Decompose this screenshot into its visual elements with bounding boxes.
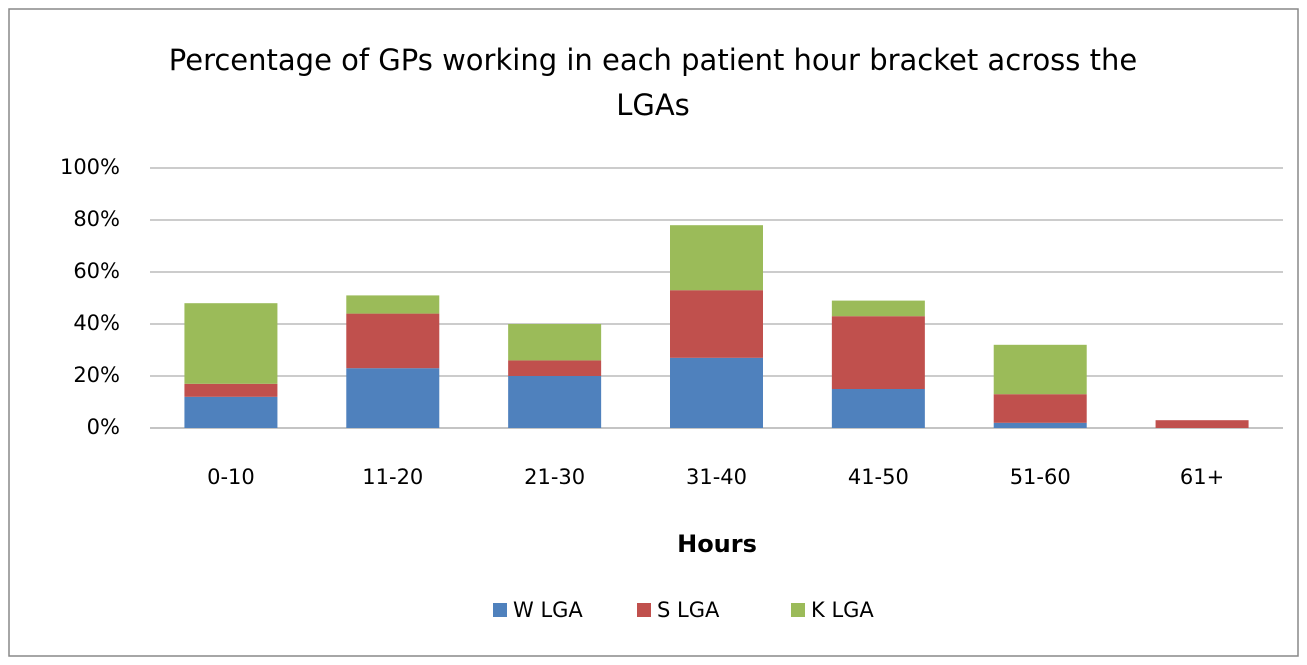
- bar-segment: [346, 313, 440, 369]
- x-tick-label: 61+: [1180, 465, 1224, 489]
- x-tick-label: 11-20: [362, 465, 423, 489]
- legend-swatch: [791, 603, 805, 617]
- bar-segment: [184, 303, 278, 384]
- y-tick-label: 80%: [73, 207, 120, 231]
- bar-segment: [184, 396, 278, 428]
- bar-segment: [670, 290, 763, 358]
- legend-label: K LGA: [811, 598, 874, 622]
- bar-segment: [508, 360, 602, 376]
- bar-segment: [508, 376, 602, 428]
- chart-title: Percentage of GPs working in each patien…: [168, 43, 1138, 122]
- bar-segment: [346, 368, 440, 428]
- bar-segment: [184, 383, 278, 397]
- bar-segment: [993, 344, 1087, 395]
- x-tick-label: 41-50: [848, 465, 909, 489]
- bar-segment: [346, 295, 440, 314]
- bar-segment: [670, 357, 763, 428]
- bar-segment: [831, 300, 925, 317]
- legend-label: S LGA: [657, 598, 720, 622]
- x-tick-label: 21-30: [524, 465, 585, 489]
- bar-segment: [831, 316, 925, 389]
- x-tick-label: 31-40: [686, 465, 747, 489]
- bar-segment: [831, 389, 925, 428]
- bar-segment: [670, 225, 763, 291]
- bar-segment: [508, 324, 602, 361]
- x-axis-title: Hours: [677, 530, 757, 558]
- y-tick-label: 40%: [73, 311, 120, 335]
- y-tick-label: 100%: [60, 155, 120, 179]
- y-tick-label: 0%: [87, 415, 120, 439]
- bar-segment: [993, 394, 1087, 423]
- x-tick-label: 51-60: [1010, 465, 1071, 489]
- legend-label: W LGA: [513, 598, 583, 622]
- y-tick-label: 20%: [73, 363, 120, 387]
- bar-segment: [993, 422, 1087, 428]
- y-tick-label: 60%: [73, 259, 120, 283]
- bar-segment: [1155, 420, 1249, 428]
- legend-swatch: [637, 603, 651, 617]
- legend-swatch: [493, 603, 507, 617]
- x-tick-label: 0-10: [207, 465, 255, 489]
